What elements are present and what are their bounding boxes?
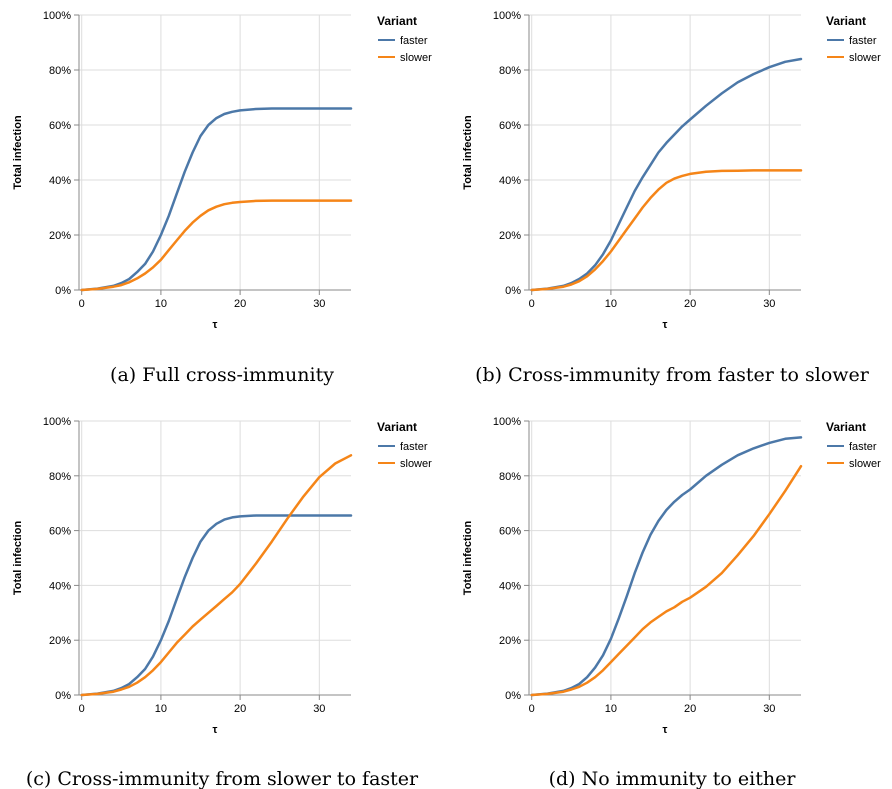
panel-caption: (b) Cross-immunity from faster to slower [475,364,870,386]
legend-label-faster: faster [400,441,428,453]
x-axis-title: τ [663,724,668,736]
legend-title: Variant [826,420,866,434]
panel-caption: (c) Cross-immunity from slower to faster [26,768,419,789]
series-line-slower [530,464,803,697]
x-tick-label: 30 [763,298,775,310]
series-line-faster [530,57,803,292]
chart-panel-1: 0% 20% 40% 60% 80% 100% 0 10 20 30 τ Total infectio… [462,10,881,386]
series-line-faster [530,436,803,697]
y-tick-label: 100% [493,416,521,428]
legend: Variant faster slower [826,420,881,470]
y-tick-label: 60% [49,526,71,538]
x-tick-label: 10 [605,298,617,310]
legend-title: Variant [826,14,866,28]
series-line-faster [80,107,353,292]
x-tick-label: 10 [155,703,167,715]
x-tick-label: 20 [684,703,696,715]
x-tick-label: 30 [763,703,775,715]
x-tick-label: 0 [529,703,535,715]
x-tick-label: 20 [234,298,246,310]
y-axis-title: Total infection [12,521,24,596]
y-tick-label: 80% [49,65,71,77]
x-axis-title: τ [663,319,668,331]
y-tick-label: 20% [499,635,521,647]
y-tick-label: 100% [493,10,521,22]
y-tick-label: 0% [505,690,521,702]
legend-label-slower: slower [849,52,881,64]
x-tick-label: 30 [313,703,325,715]
legend-title: Variant [377,14,417,28]
series-line-slower [80,199,353,292]
y-axis-title: Total infection [462,115,474,190]
chart-panel-3: 0% 20% 40% 60% 80% 100% 0 10 20 30 τ Total infectio… [462,416,881,789]
panel-caption: (d) No immunity to either [549,768,797,789]
y-tick-label: 60% [499,526,521,538]
y-tick-label: 0% [505,285,521,297]
chart-panel-2: 0% 20% 40% 60% 80% 100% 0 10 20 30 τ Total infectio… [12,416,432,789]
y-tick-label: 0% [55,285,71,297]
x-tick-label: 20 [684,298,696,310]
x-tick-label: 0 [79,298,85,310]
x-tick-label: 20 [234,703,246,715]
y-axis-title: Total infection [462,521,474,596]
x-tick-label: 10 [155,298,167,310]
legend-label-faster: faster [849,35,877,47]
y-tick-label: 80% [49,471,71,483]
legend-label-faster: faster [849,441,877,453]
y-tick-label: 100% [43,10,71,22]
legend-label-slower: slower [400,458,432,470]
y-tick-label: 60% [49,120,71,132]
y-tick-label: 40% [49,580,71,592]
x-tick-label: 0 [79,703,85,715]
x-axis-title: τ [213,319,218,331]
y-tick-label: 20% [49,635,71,647]
series-line-faster [80,514,353,697]
legend: Variant faster slower [826,14,881,64]
chart-panel-0: 0% 20% 40% 60% 80% 100% 0 10 20 30 τ Total infectio… [12,10,432,386]
series-line-slower [530,169,803,292]
y-tick-label: 60% [499,120,521,132]
series-line-slower [80,454,353,697]
x-tick-label: 30 [313,298,325,310]
legend-label-slower: slower [400,52,432,64]
legend: Variant faster slower [377,14,432,64]
y-tick-label: 40% [499,175,521,187]
y-tick-label: 40% [499,580,521,592]
legend-title: Variant [377,420,417,434]
legend-label-faster: faster [400,35,428,47]
legend-label-slower: slower [849,458,881,470]
panel-caption: (a) Full cross-immunity [110,364,334,386]
y-tick-label: 100% [43,416,71,428]
legend: Variant faster slower [377,420,432,470]
x-tick-label: 10 [605,703,617,715]
y-tick-label: 80% [499,471,521,483]
x-tick-label: 0 [529,298,535,310]
y-tick-label: 40% [49,175,71,187]
y-tick-label: 20% [499,230,521,242]
y-axis-title: Total infection [12,115,24,190]
x-axis-title: τ [213,724,218,736]
y-tick-label: 20% [49,230,71,242]
y-tick-label: 0% [55,690,71,702]
y-tick-label: 80% [499,65,521,77]
